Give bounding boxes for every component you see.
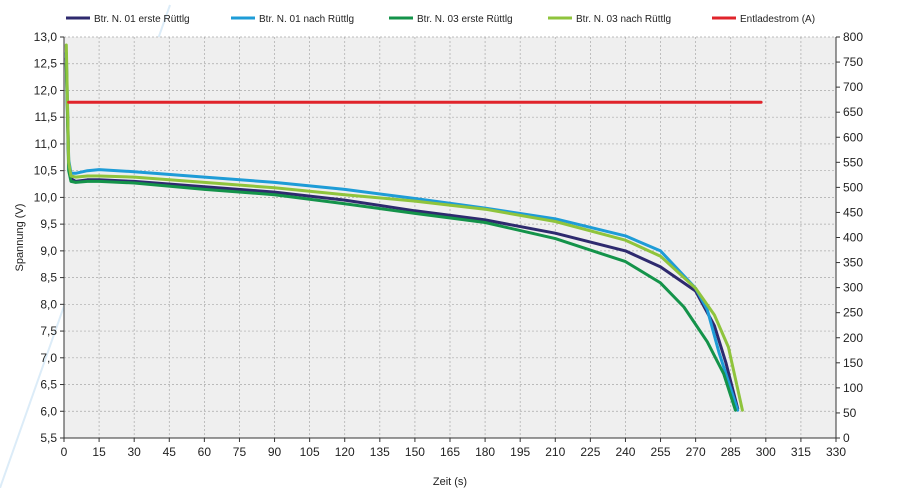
x-tick-label: 240: [615, 445, 635, 459]
y2-tick-label: 150: [843, 356, 863, 370]
y2-tick-label: 750: [843, 55, 863, 69]
y-tick-label: 10,5: [34, 164, 58, 178]
y-tick-label: 7,5: [40, 324, 57, 338]
x-tick-label: 150: [405, 445, 425, 459]
y2-tick-label: 650: [843, 105, 863, 119]
x-tick-label: 30: [128, 445, 142, 459]
y2-tick-label: 550: [843, 155, 863, 169]
x-tick-label: 165: [440, 445, 460, 459]
y-axis-ticks: 5,5 6,0 6,5 7,0 7,5 8,0 8,5 9,0 9,5 10,0 10,5 11,0 1…: [34, 30, 64, 445]
y2-tick-label: 250: [843, 306, 863, 320]
y-tick-label: 8,5: [40, 271, 57, 285]
x-tick-label: 270: [686, 445, 706, 459]
y-tick-label: 8,0: [40, 297, 57, 311]
legend-label-3: Btr. N. 03 erste Rüttlg: [417, 14, 513, 25]
x-tick-label: 0: [61, 445, 68, 459]
y2-tick-label: 600: [843, 130, 863, 144]
x-axis-title: Zeit (s): [433, 476, 467, 488]
x-tick-label: 120: [335, 445, 355, 459]
y2-tick-label: 300: [843, 281, 863, 295]
legend-label-1: Btr. N. 01 erste Rüttlg: [94, 14, 190, 25]
y2-tick-label: 450: [843, 205, 863, 219]
x-tick-label: 105: [300, 445, 320, 459]
y-tick-label: 11,5: [35, 110, 58, 124]
y-tick-label: 9,0: [40, 244, 57, 258]
y-tick-label: 10,0: [34, 190, 58, 204]
x-tick-label: 285: [721, 445, 741, 459]
legend-label-5: Entladestrom (A): [740, 14, 815, 25]
legend-label-4: Btr. N. 03 nach Rüttlg: [576, 14, 671, 25]
y2-tick-label: 500: [843, 180, 863, 194]
y2-tick-label: 0: [843, 431, 850, 445]
y-tick-label: 13,0: [34, 30, 58, 44]
y2-tick-label: 100: [843, 381, 863, 395]
legend: Btr. N. 01 erste Rüttlg Btr. N. 01 nach R…: [66, 14, 815, 25]
x-tick-label: 225: [580, 445, 600, 459]
x-tick-label: 195: [510, 445, 530, 459]
x-tick-label: 300: [756, 445, 776, 459]
y-tick-label: 12,5: [34, 57, 58, 71]
x-tick-label: 135: [370, 445, 390, 459]
x-tick-label: 45: [163, 445, 177, 459]
y-tick-label: 6,5: [40, 378, 57, 392]
x-tick-label: 210: [545, 445, 565, 459]
y-axis-title: Spannung (V): [14, 204, 26, 272]
x-tick-label: 90: [268, 445, 282, 459]
x-tick-label: 255: [651, 445, 671, 459]
y2-tick-label: 800: [843, 30, 863, 44]
y-tick-label: 12,0: [34, 83, 58, 97]
y-tick-label: 11,0: [35, 137, 58, 151]
y2-tick-label: 200: [843, 331, 863, 345]
y-tick-label: 7,0: [40, 351, 57, 365]
x-tick-label: 330: [826, 445, 846, 459]
x-tick-label: 180: [475, 445, 495, 459]
y2-tick-label: 700: [843, 80, 863, 94]
x-tick-label: 315: [791, 445, 811, 459]
y2-tick-label: 350: [843, 256, 863, 270]
y-tick-label: 6,0: [40, 404, 57, 418]
y-tick-label: 9,5: [40, 217, 57, 231]
legend-label-2: Btr. N. 01 nach Rüttlg: [259, 14, 354, 25]
y-tick-label: 5,5: [40, 431, 57, 445]
y2-tick-label: 50: [843, 406, 857, 420]
x-axis-ticks: 0 15 30 45 60 75 90 105 120 135 150 165 180 195 210 225…: [61, 438, 847, 459]
x-tick-label: 60: [198, 445, 212, 459]
y2-axis-ticks: 0 50 100 150 200 250 300 350 400 450 500 550 600 650 7…: [836, 30, 863, 445]
y2-tick-label: 400: [843, 231, 863, 245]
x-tick-label: 15: [92, 445, 106, 459]
x-tick-label: 75: [233, 445, 247, 459]
